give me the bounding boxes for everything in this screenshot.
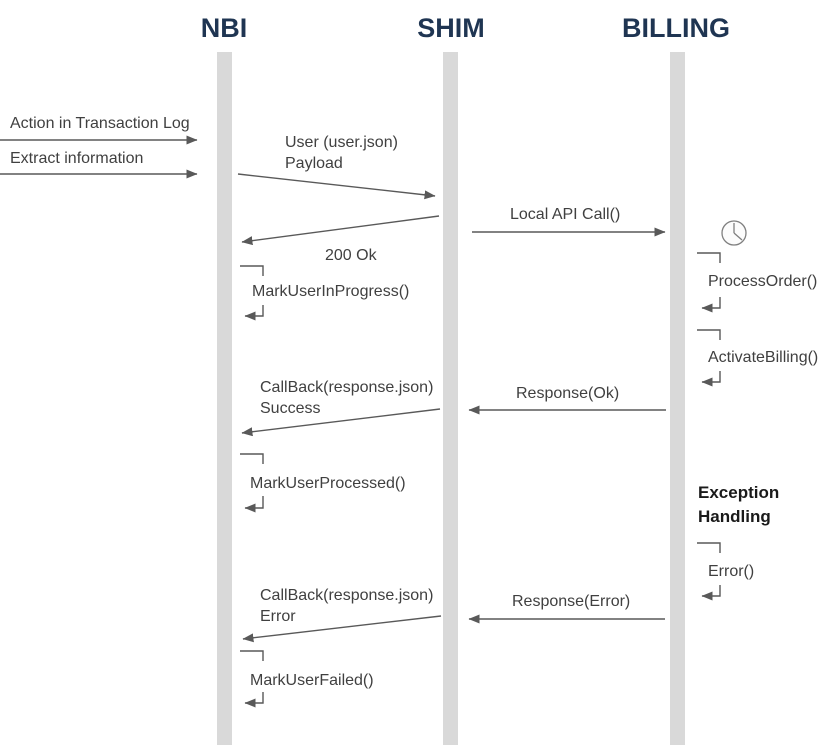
self-return-error <box>701 585 721 601</box>
self-call-error <box>697 542 721 553</box>
message-label-callback-success-line2: Success <box>260 400 321 417</box>
arrow-200-ok <box>241 215 440 246</box>
self-call-mark-user-processed <box>240 453 264 464</box>
self-return-mark-user-failed <box>244 692 264 708</box>
lifeline-bar-shim <box>443 52 458 745</box>
actor-title-shim: SHIM <box>417 13 485 43</box>
message-label-user-payload: User (user.json) Payload <box>285 132 398 174</box>
actor-title-billing: BILLING <box>622 13 730 43</box>
self-return-process-order <box>701 297 721 313</box>
arrow-callback-error <box>242 615 442 643</box>
arrow-user-payload <box>237 173 436 200</box>
actor-title-nbi: NBI <box>200 13 248 43</box>
message-label-activate-billing: ActivateBilling() <box>708 349 819 366</box>
message-label-response-error: Response(Error) <box>512 593 631 610</box>
self-return-mark-user-processed <box>244 496 264 513</box>
message-label-user-line1: User (user.json) <box>285 134 398 151</box>
exception-handling-note: Exception Handling <box>698 481 779 529</box>
message-label-extract-information: Extract information <box>10 150 144 167</box>
message-label-process-order: ProcessOrder() <box>708 273 818 290</box>
message-label-response-ok: Response(Ok) <box>516 385 620 402</box>
message-label-local-api-call: Local API Call() <box>510 206 621 223</box>
clock-icon <box>721 220 747 246</box>
message-label-200-ok: 200 Ok <box>325 247 377 264</box>
exception-handling-note-line1: Exception <box>698 483 780 502</box>
self-call-mark-user-in-progress <box>240 265 264 276</box>
self-return-activate-billing <box>701 371 721 387</box>
self-call-mark-user-failed <box>240 650 264 661</box>
lifeline-bar-nbi <box>217 52 232 745</box>
message-label-error-call: Error() <box>708 563 755 580</box>
message-label-callback-success-line1: CallBack(response.json) <box>260 379 434 396</box>
message-label-user-line2: Payload <box>285 155 343 172</box>
message-label-callback-success: CallBack(response.json) Success <box>260 377 433 419</box>
self-return-mark-user-in-progress <box>244 305 264 321</box>
self-call-activate-billing <box>697 329 721 340</box>
message-label-callback-error: CallBack(response.json) Error <box>260 585 433 627</box>
message-label-action-in-transaction-log: Action in Transaction Log <box>10 115 190 132</box>
message-label-mark-user-processed: MarkUserProcessed() <box>250 475 406 492</box>
self-call-process-order <box>697 252 721 263</box>
exception-handling-note-line2: Handling <box>698 507 771 526</box>
message-label-mark-user-failed: MarkUserFailed() <box>250 672 374 689</box>
message-label-callback-error-line1: CallBack(response.json) <box>260 587 434 604</box>
message-label-callback-error-line2: Error <box>260 608 296 625</box>
lifeline-bar-billing <box>670 52 685 745</box>
arrow-callback-success <box>241 408 441 437</box>
message-label-mark-user-in-progress: MarkUserInProgress() <box>252 283 410 300</box>
